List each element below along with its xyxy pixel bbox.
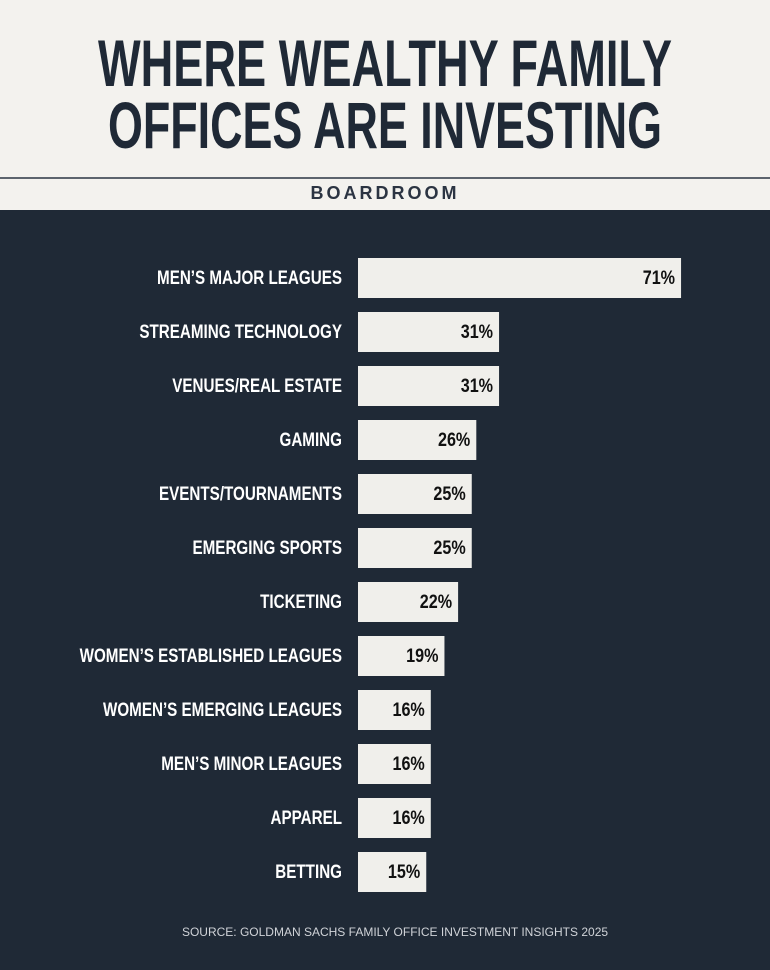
bar <box>358 744 431 784</box>
bar <box>358 420 477 460</box>
category-label: MEN’S MINOR LEAGUES <box>161 754 342 775</box>
value-label: 26% <box>438 430 470 451</box>
bar <box>358 474 472 514</box>
bar <box>358 690 431 730</box>
category-label: EVENTS/TOURNAMENTS <box>159 484 342 505</box>
category-label: WOMEN’S ESTABLISHED LEAGUES <box>80 646 342 667</box>
category-label: GAMING <box>280 430 342 451</box>
bar <box>358 366 500 406</box>
category-label: BETTING <box>275 862 342 883</box>
value-label: 71% <box>643 268 675 289</box>
value-label: 31% <box>461 322 493 343</box>
header-background <box>0 0 770 210</box>
bar <box>358 798 431 838</box>
bar <box>358 528 472 568</box>
value-label: 16% <box>392 808 424 829</box>
value-label: 15% <box>388 862 420 883</box>
value-label: 19% <box>406 646 438 667</box>
value-label: 16% <box>392 700 424 721</box>
bar <box>358 312 500 352</box>
category-label: VENUES/REAL ESTATE <box>172 376 342 397</box>
category-label: APPAREL <box>270 808 342 829</box>
bar <box>358 852 427 892</box>
category-label: WOMEN’S EMERGING LEAGUES <box>103 700 342 721</box>
bar <box>358 258 682 298</box>
value-label: 31% <box>461 376 493 397</box>
category-label: STREAMING TECHNOLOGY <box>139 322 342 343</box>
category-label: TICKETING <box>260 592 342 613</box>
category-label: EMERGING SPORTS <box>193 538 342 559</box>
brand-name: BOARDROOM <box>311 183 460 203</box>
chart-title: WHERE WEALTHY FAMILY <box>98 26 672 100</box>
value-label: 25% <box>433 484 465 505</box>
bar <box>358 636 445 676</box>
value-label: 16% <box>392 754 424 775</box>
source-note: SOURCE: GOLDMAN SACHS FAMILY OFFICE INVE… <box>182 925 608 939</box>
bar <box>358 582 459 622</box>
value-label: 22% <box>420 592 452 613</box>
category-label: MEN’S MAJOR LEAGUES <box>157 268 342 289</box>
value-label: 25% <box>433 538 465 559</box>
chart-title: OFFICES ARE INVESTING <box>108 88 662 162</box>
